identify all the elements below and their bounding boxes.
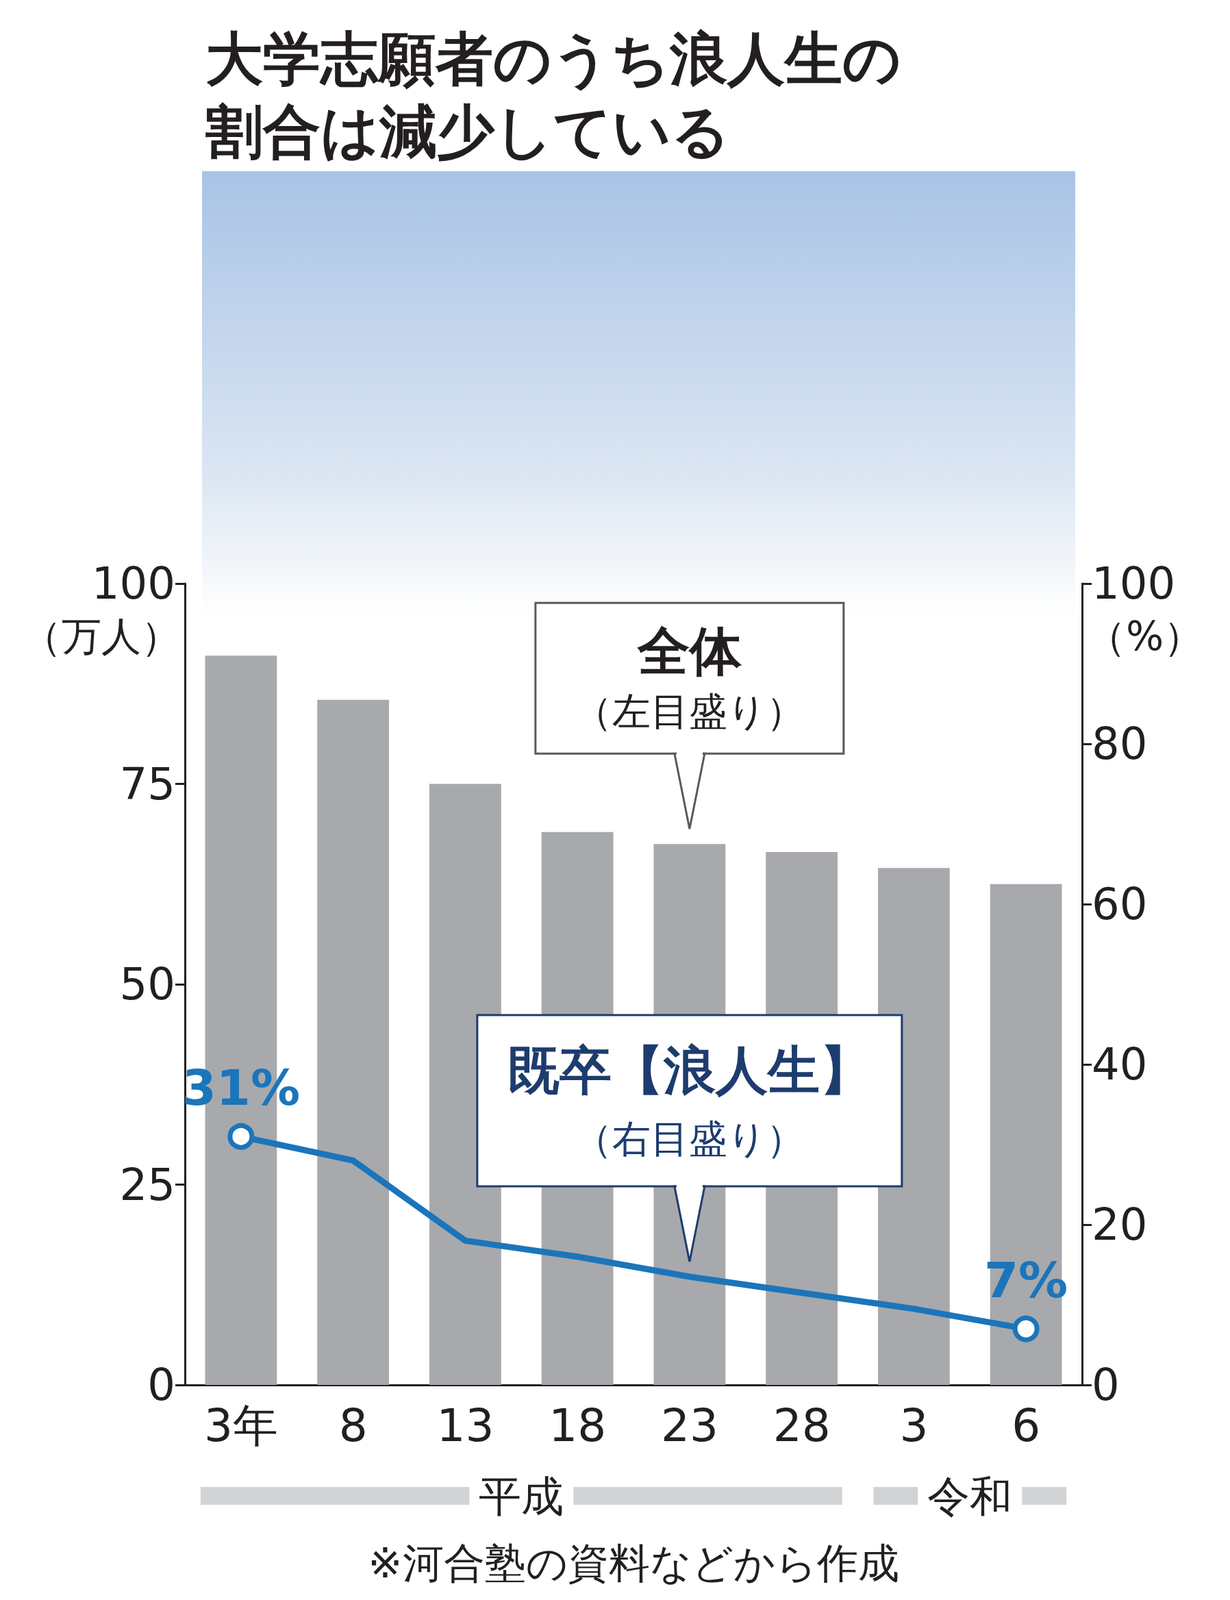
svg-text:全体: 全体 <box>636 620 743 682</box>
svg-text:（左目盛り）: （左目盛り） <box>573 688 805 734</box>
svg-text:令和: 令和 <box>927 1471 1013 1522</box>
svg-text:8: 8 <box>339 1399 368 1452</box>
svg-text:（%）: （%） <box>1086 612 1204 660</box>
svg-text:75: 75 <box>119 758 176 810</box>
svg-text:0: 0 <box>1091 1359 1120 1411</box>
svg-text:23: 23 <box>660 1399 719 1452</box>
svg-text:3: 3 <box>899 1399 928 1452</box>
svg-text:7%: 7% <box>984 1251 1068 1309</box>
svg-text:18: 18 <box>548 1399 607 1452</box>
svg-text:40: 40 <box>1091 1038 1148 1090</box>
svg-text:平成: 平成 <box>478 1471 564 1522</box>
svg-text:100: 100 <box>1091 558 1176 609</box>
svg-text:25: 25 <box>119 1159 176 1211</box>
svg-text:既卒【浪人生】: 既卒【浪人生】 <box>507 1039 872 1101</box>
svg-text:13: 13 <box>436 1399 494 1452</box>
svg-text:28: 28 <box>773 1399 831 1452</box>
svg-text:60: 60 <box>1091 878 1148 930</box>
svg-text:（万人）: （万人） <box>21 612 181 660</box>
svg-text:大学志願者のうち浪人生の: 大学志願者のうち浪人生の <box>205 25 902 93</box>
svg-text:0: 0 <box>147 1359 176 1411</box>
svg-text:※河合塾の資料などから作成: ※河合塾の資料などから作成 <box>367 1538 899 1587</box>
svg-text:6: 6 <box>1011 1399 1041 1452</box>
svg-text:割合は減少している: 割合は減少している <box>205 97 731 166</box>
svg-text:3年: 3年 <box>204 1399 279 1452</box>
svg-text:100: 100 <box>91 558 176 609</box>
svg-text:20: 20 <box>1091 1199 1148 1250</box>
svg-text:（右目盛り）: （右目盛り） <box>573 1116 805 1161</box>
svg-text:31%: 31% <box>182 1058 300 1117</box>
svg-text:80: 80 <box>1091 718 1148 770</box>
svg-text:50: 50 <box>119 958 176 1010</box>
